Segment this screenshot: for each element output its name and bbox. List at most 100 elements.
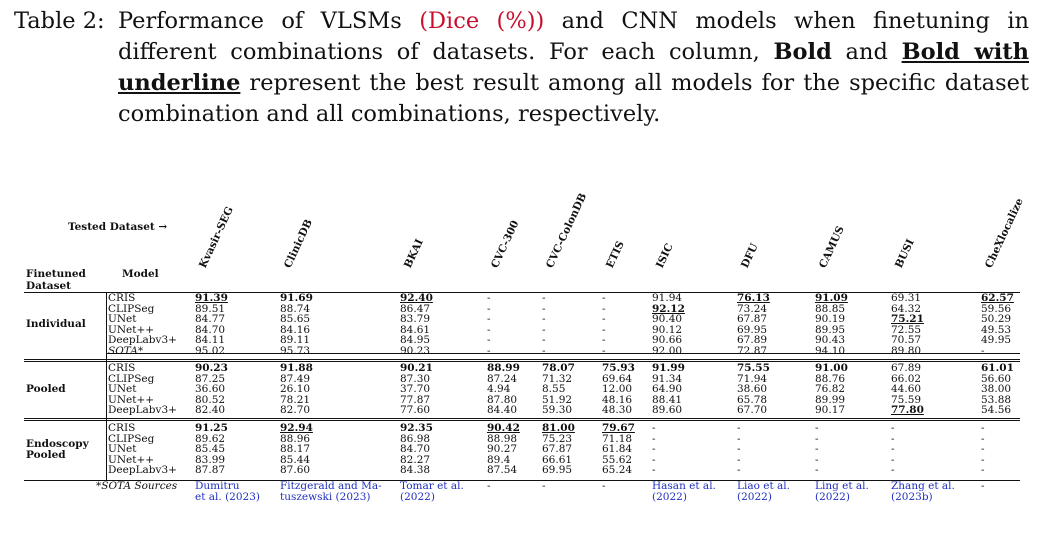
table-cell: 67.70: [737, 404, 768, 417]
dataset-header: Dataset: [26, 280, 72, 292]
table-cell: 76.82: [815, 383, 846, 396]
table-cell: 90.23: [400, 345, 431, 357]
table-cell: 89.60: [652, 404, 683, 417]
table-cell: -: [737, 443, 741, 456]
table-cell: 91.00: [815, 362, 848, 374]
table-cell: 84.77: [195, 313, 226, 326]
table-cell: -: [891, 443, 895, 456]
table-cell: 91.34: [652, 372, 683, 385]
caption-part: Bold: [773, 39, 832, 65]
table-cell: 12.00: [602, 383, 633, 396]
table-cell: 89.95: [815, 323, 846, 336]
table-cell: -: [815, 453, 819, 466]
table-cell: -: [542, 334, 546, 347]
sota-source: Fitzgerald and Ma-: [280, 480, 382, 492]
sota-source: -: [542, 480, 546, 492]
column-header: CVC-ColonDB: [544, 191, 590, 271]
table-cell: 90.66: [652, 334, 683, 347]
table-cell: 84.70: [400, 443, 431, 456]
table-cell: 36.60: [195, 383, 226, 396]
table-rule: [24, 292, 1020, 293]
table-cell: 49.53: [981, 323, 1012, 336]
table-cell: 91.88: [280, 362, 313, 374]
table-cell: 67.87: [542, 443, 573, 456]
table-cell: 75.23: [542, 432, 573, 445]
table-cell: 75.59: [891, 393, 922, 406]
table-cell: -: [652, 464, 656, 477]
table-cell: 90.12: [652, 323, 683, 336]
caption-part: Bold with underline: [118, 39, 1029, 96]
table-cell: 87.87: [195, 464, 226, 477]
table-cell: 90.27: [487, 443, 518, 456]
table-cell: 95.02: [195, 345, 226, 357]
table-cell: -: [981, 422, 985, 434]
table-cell: 48.30: [602, 404, 633, 417]
model-name: DeepLabv3+: [108, 334, 177, 347]
model-name: UNet: [108, 383, 137, 396]
sota-source: tuszewski (2023): [280, 491, 371, 503]
sota-source: (2023b): [891, 491, 933, 503]
table-cell: -: [815, 432, 819, 445]
table-cell: 87.54: [487, 464, 518, 477]
sota-source: Dumitru: [195, 480, 240, 492]
table-cell: 84.16: [280, 323, 311, 336]
table-cell: 92.94: [280, 422, 313, 434]
table-cell: -: [737, 453, 741, 466]
table-cell: -: [652, 443, 656, 456]
model-name: UNet: [108, 443, 137, 456]
table-cell: -: [815, 422, 819, 434]
table-cell: 90.17: [815, 404, 846, 417]
table-cell: -: [487, 302, 491, 315]
table-cell: 66.61: [542, 453, 573, 466]
table-cell: 65.24: [602, 464, 633, 477]
caption-label: Table 2:: [14, 8, 105, 34]
table-cell: 84.70: [195, 323, 226, 336]
table-cell: -: [602, 334, 606, 347]
table-cell: 91.99: [652, 362, 685, 374]
model-name: UNet: [108, 313, 137, 326]
table-vrule: [106, 292, 107, 480]
table-cell: -: [737, 432, 741, 445]
table-cell: 84.11: [195, 334, 226, 347]
model-name: CLIPSeg: [108, 302, 155, 315]
table-cell: 54.56: [981, 404, 1012, 417]
caption-part: Performance of VLSMs: [118, 8, 420, 34]
table-rule: [24, 360, 1020, 362]
table-cell: 92.35: [400, 422, 433, 434]
table-cell: 88.76: [815, 372, 846, 385]
table-cell: 91.25: [195, 422, 228, 434]
column-header: BUSI: [893, 237, 917, 271]
caption-text: Performance of VLSMs (Dice (%)) and CNN …: [118, 6, 1029, 130]
table-cell: -: [652, 422, 656, 434]
table-cell: 50.29: [981, 313, 1012, 326]
table-cell: 59.56: [981, 302, 1012, 315]
table-cell: -: [981, 432, 985, 445]
model-name: CRIS: [108, 292, 136, 304]
table-cell: -: [652, 453, 656, 466]
table-cell: 92.40: [400, 292, 433, 304]
table-cell: 89.51: [195, 302, 226, 315]
table-cell: 91.39: [195, 292, 228, 304]
table-cell: -: [981, 453, 985, 466]
table-cell: -: [487, 313, 491, 326]
column-header: BKAI: [402, 237, 426, 271]
table-cell: 72.87: [737, 345, 768, 357]
sota-source: -: [487, 480, 491, 492]
table-cell: -: [487, 292, 491, 304]
group-name: Endoscopy: [26, 437, 89, 450]
table-cell: 90.19: [815, 313, 846, 326]
table-cell: -: [891, 422, 895, 434]
table-cell: 84.40: [487, 404, 518, 417]
model-name: UNet++: [108, 393, 155, 406]
group-name: Individual: [26, 318, 86, 331]
finetuned-header: Finetuned: [26, 268, 86, 280]
table-cell: 89.80: [891, 345, 922, 357]
table-cell: -: [602, 323, 606, 336]
table-cell: 88.41: [652, 393, 683, 406]
table-cell: 77.80: [891, 404, 924, 417]
sota-source: -: [981, 480, 985, 492]
table-cell: 88.96: [280, 432, 311, 445]
table-cell: 88.17: [280, 443, 311, 456]
table-cell: -: [891, 432, 895, 445]
